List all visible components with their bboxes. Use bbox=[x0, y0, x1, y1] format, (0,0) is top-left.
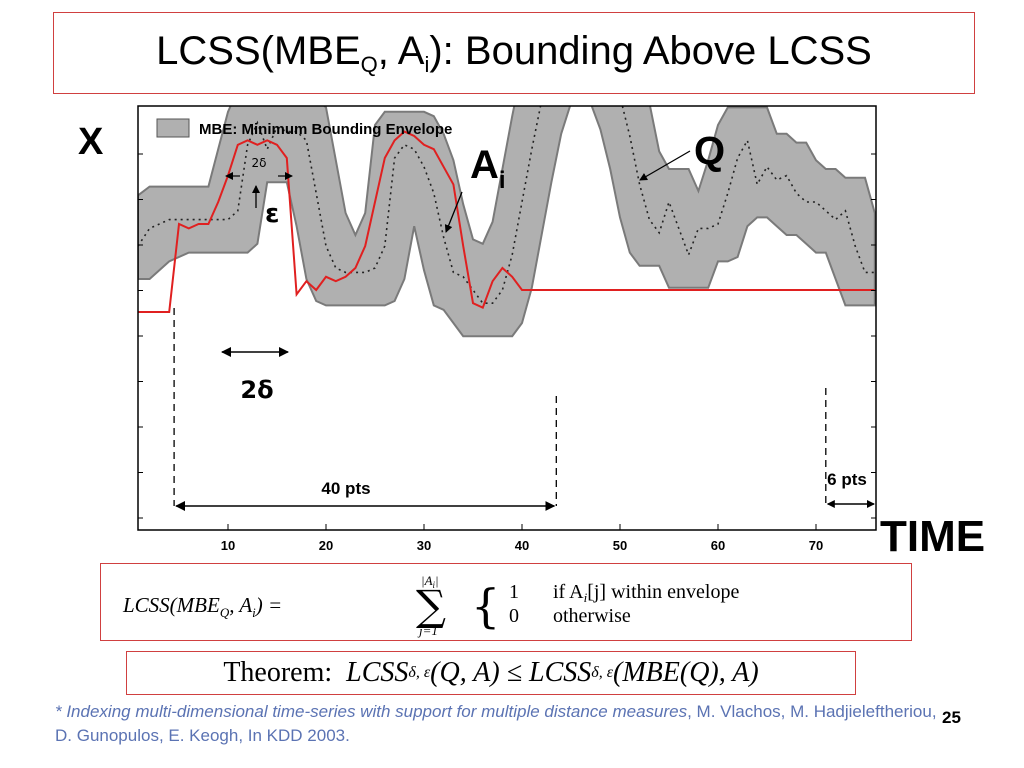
x-axis-letter: X bbox=[78, 121, 104, 163]
ai-label: Ai bbox=[470, 143, 506, 194]
citation-authors: , M. Vlachos, M. Hadjieleftheriou, D. Gu… bbox=[55, 702, 937, 745]
case2-condition: otherwise bbox=[553, 605, 631, 627]
x-tick-label: 10 bbox=[221, 538, 235, 553]
sum-symbol: ∑ bbox=[416, 581, 446, 630]
lcss-formula: LCSS(MBEQ, Ai) = |Ai| ∑ j=1 { 1 0 if Ai[… bbox=[122, 573, 739, 638]
case1-condition: if Ai[j] within envelope bbox=[553, 581, 739, 605]
q-pointer-arrow bbox=[639, 150, 691, 181]
span-6-label: 6 pts bbox=[827, 470, 867, 489]
case1-value: 1 bbox=[509, 581, 519, 603]
epsilon-label: ε bbox=[265, 199, 279, 229]
span-40-label: 40 pts bbox=[321, 479, 370, 498]
theorem-label: Theorem: bbox=[223, 657, 333, 688]
series-a-line bbox=[138, 130, 875, 313]
theorem-lhs-args: (Q, A) ≤ LCSS bbox=[430, 657, 592, 688]
theorem-box: Theorem: LCSS δ, ε (Q, A) ≤ LCSS δ, ε (MBE(Q… bbox=[126, 651, 856, 695]
x-tick-label: 50 bbox=[613, 538, 627, 553]
theorem-sub-2: δ, ε bbox=[591, 664, 614, 681]
citation-title: * Indexing multi-dimensional time-series… bbox=[55, 702, 688, 721]
title-box: LCSS(MBEQ, Ai): Bounding Above LCSS bbox=[53, 12, 975, 94]
formula-lhs: LCSS(MBEQ, Ai) = bbox=[122, 593, 282, 620]
time-label: TIME bbox=[880, 512, 985, 561]
x-tick-label: 60 bbox=[711, 538, 725, 553]
x-tick-label: 70 bbox=[809, 538, 823, 553]
two-delta-large-label: 2δ bbox=[240, 376, 273, 404]
ai-pointer-arrow bbox=[444, 191, 463, 233]
x-tick-label: 40 bbox=[515, 538, 529, 553]
theorem-rhs-args: (MBE(Q), A) bbox=[613, 657, 759, 688]
theorem-lhs: LCSS bbox=[346, 657, 409, 688]
page-number: 25 bbox=[942, 708, 961, 727]
sum-upper-limit: |Ai| bbox=[421, 573, 439, 590]
plot-clip-group bbox=[138, 106, 876, 338]
case-brace: { bbox=[471, 579, 500, 633]
plot-frame bbox=[137, 105, 877, 531]
legend-swatch bbox=[156, 118, 190, 138]
lcss-chart: 10 20 30 40 50 60 70 MBE: Minimum Bounding Enve… bbox=[78, 105, 985, 561]
mbe-envelope bbox=[138, 106, 876, 338]
legend-label: MBE: Minimum Bounding Envelope bbox=[199, 121, 452, 138]
citation-footnote: * Indexing multi-dimensional time-series… bbox=[55, 700, 945, 748]
lcss-formula-box: LCSS(MBEQ, Ai) = |Ai| ∑ j=1 { 1 0 if Ai[… bbox=[100, 563, 912, 641]
q-label: Q bbox=[694, 129, 725, 173]
x-tick-label: 20 bbox=[319, 538, 333, 553]
case2-value: 0 bbox=[509, 605, 519, 627]
series-q-line bbox=[138, 106, 875, 304]
theorem-sub-1: δ, ε bbox=[408, 664, 431, 681]
sum-lower-limit: j=1 bbox=[417, 623, 438, 638]
x-tick-label: 30 bbox=[417, 538, 431, 553]
page-title: LCSS(MBEQ, Ai): Bounding Above LCSS bbox=[156, 28, 872, 77]
two-delta-small-label: 2δ bbox=[252, 156, 267, 170]
